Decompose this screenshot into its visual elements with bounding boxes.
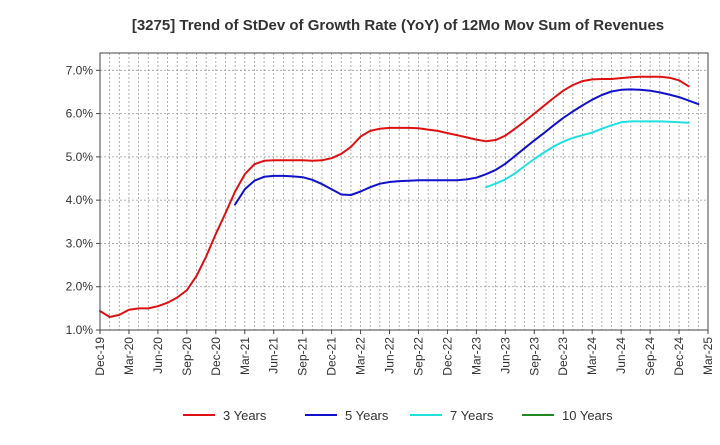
legend-label-5-years: 5 Years: [345, 408, 389, 423]
x-tick-label: Dec-21: [325, 337, 339, 376]
x-tick-label: Dec-24: [672, 337, 686, 376]
x-tick-label: Jun-21: [267, 337, 281, 374]
plot-area: [100, 53, 708, 330]
x-tick-label: Mar-25: [701, 337, 715, 375]
x-tick-label: Dec-23: [556, 337, 570, 376]
x-tick-label: Jun-20: [151, 337, 165, 374]
series-line-5-years: [234, 88, 700, 206]
x-tick-label: Mar-24: [585, 337, 599, 375]
series-line-7-years: [485, 120, 690, 189]
y-tick-label: 2.0%: [66, 280, 94, 294]
x-tick-label: Jun-24: [614, 337, 628, 374]
x-tick-label: Sep-20: [180, 337, 194, 376]
x-tick-label: Jun-23: [498, 337, 512, 374]
x-tick-label: Dec-22: [440, 337, 454, 376]
x-tick-label: Sep-23: [527, 337, 541, 376]
y-tick-label: 5.0%: [66, 150, 94, 164]
legend-label-3-years: 3 Years: [223, 408, 267, 423]
y-tick-label: 4.0%: [66, 193, 94, 207]
x-tick-label: Mar-23: [469, 337, 483, 375]
x-tick-label: Sep-22: [411, 337, 425, 376]
x-tick-label: Mar-22: [354, 337, 368, 375]
y-tick-label: 7.0%: [66, 63, 94, 77]
x-tick-label: Dec-19: [93, 337, 107, 376]
y-tick-label: 6.0%: [66, 107, 94, 121]
plot-border: [99, 52, 709, 331]
legend-label-10-years: 10 Years: [562, 408, 613, 423]
x-tick-label: Jun-22: [383, 337, 397, 374]
x-tick-label: Mar-21: [238, 337, 252, 375]
x-tick-label: Dec-20: [209, 337, 223, 376]
x-tick-label: Mar-20: [122, 337, 136, 375]
series-line-3-years: [99, 75, 690, 318]
x-tick-label: Sep-21: [296, 337, 310, 376]
x-tick-label: Sep-24: [643, 337, 657, 376]
y-tick-label: 1.0%: [66, 323, 94, 337]
y-tick-label: 3.0%: [66, 236, 94, 250]
legend-label-7-years: 7 Years: [450, 408, 494, 423]
chart-title: [3275] Trend of StDev of Growth Rate (Yo…: [132, 17, 664, 34]
